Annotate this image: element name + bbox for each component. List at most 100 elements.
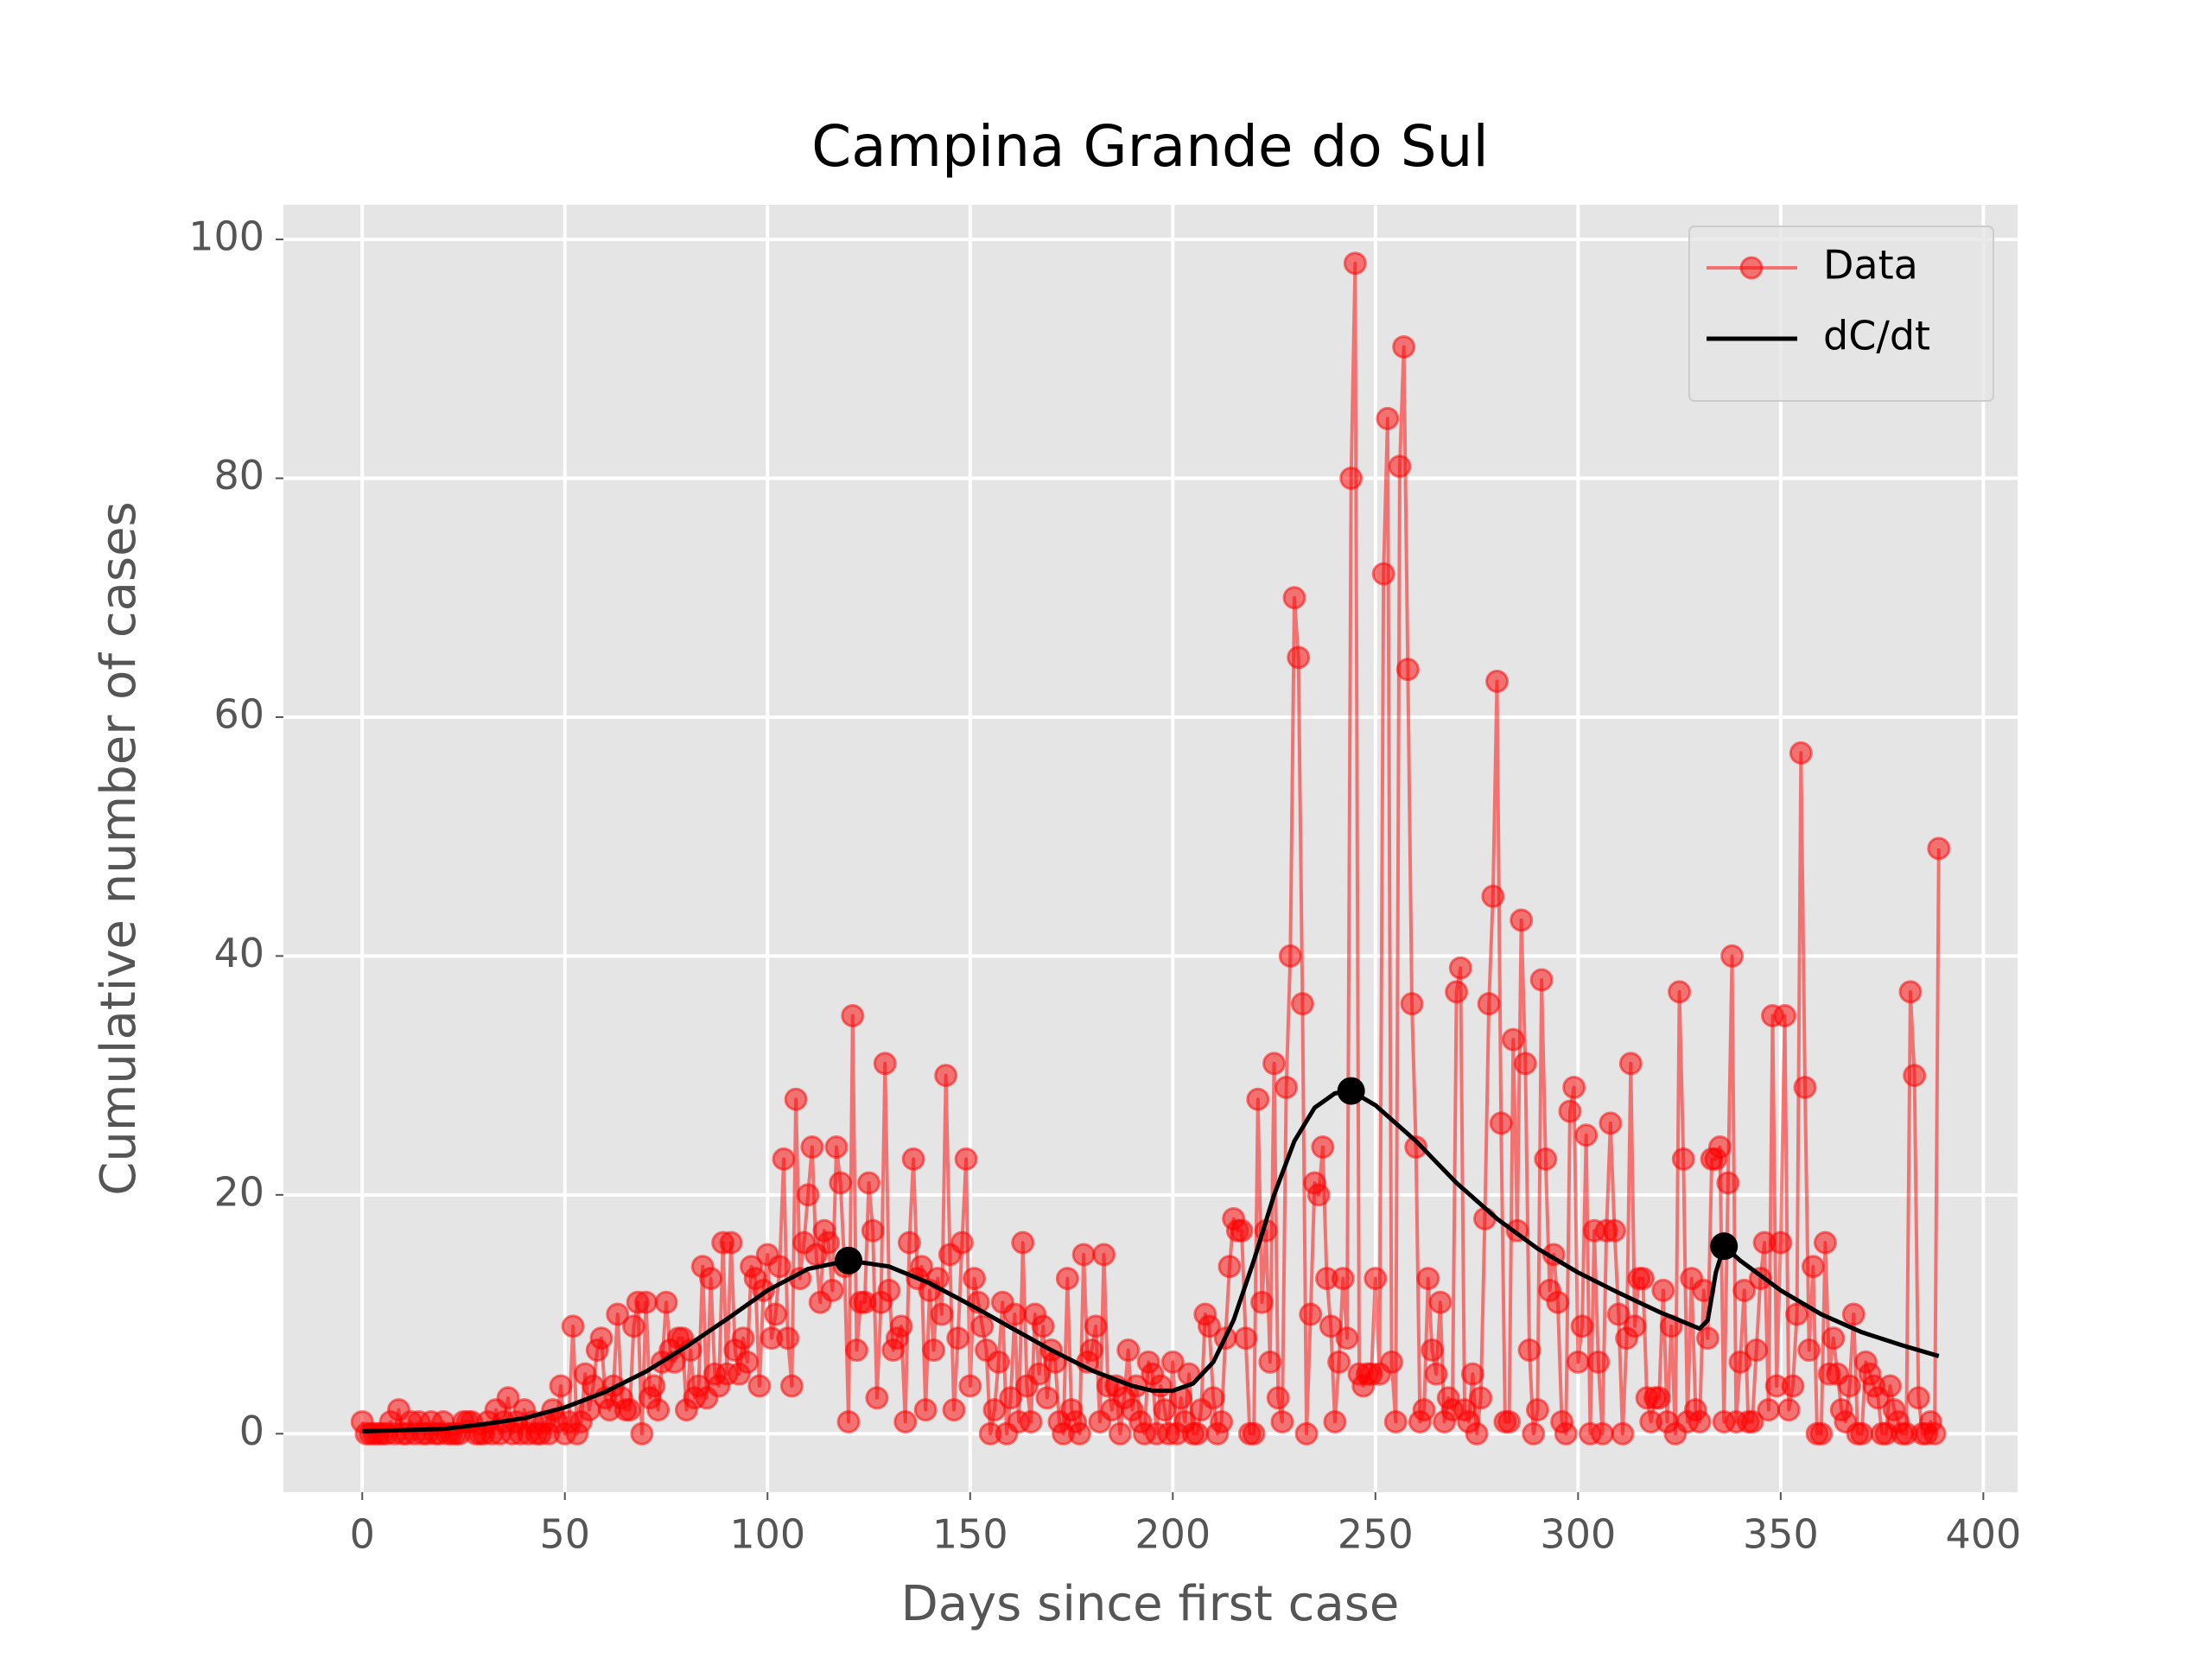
data-point (1067, 1421, 1091, 1446)
peak-point (1337, 1077, 1365, 1105)
data-point (1522, 1421, 1546, 1446)
data-point (1400, 992, 1424, 1016)
data-point (561, 1314, 585, 1338)
data-point (1630, 1267, 1655, 1291)
data-point (1720, 944, 1745, 968)
data-point (1586, 1350, 1611, 1374)
data-point (1477, 992, 1501, 1016)
data-point (861, 1218, 885, 1243)
data-point (1287, 645, 1311, 670)
data-point (796, 1183, 820, 1207)
data-point (1420, 1338, 1444, 1363)
data-point (1278, 944, 1302, 968)
data-point (1363, 1267, 1388, 1291)
x-tick-label: 400 (1945, 1511, 2021, 1558)
data-point (1002, 1302, 1027, 1326)
data-point (1383, 1409, 1408, 1433)
data-point (1270, 1409, 1294, 1433)
data-point (1481, 884, 1505, 908)
data-point (1707, 1135, 1732, 1160)
data-point (1079, 1338, 1103, 1363)
x-tick-label: 150 (932, 1511, 1008, 1558)
data-point (1249, 1290, 1274, 1314)
data-point (1590, 1421, 1614, 1446)
data-point (1376, 406, 1400, 430)
data-point (836, 1409, 861, 1433)
data-point (1445, 980, 1469, 1004)
data-point (1732, 1278, 1757, 1302)
data-point (1773, 1004, 1797, 1028)
x-tick-label: 100 (729, 1511, 805, 1558)
data-point (901, 1147, 925, 1171)
data-point (1599, 1111, 1623, 1135)
data-point (1789, 741, 1813, 765)
x-tick-label: 0 (350, 1511, 375, 1558)
data-point (1011, 1230, 1035, 1255)
data-point (1574, 1123, 1599, 1147)
data-point (772, 1147, 796, 1171)
data-point (1906, 1386, 1930, 1410)
data-point (1092, 1243, 1116, 1267)
data-point (1266, 1386, 1290, 1410)
legend: Data dC/dt (1688, 226, 1994, 402)
data-point (1898, 980, 1923, 1004)
data-point (1757, 1398, 1781, 1422)
data-point (1392, 334, 1416, 359)
data-point (946, 1326, 970, 1351)
data-point (1294, 1421, 1319, 1446)
data-point (630, 1421, 654, 1446)
data-point (829, 1171, 853, 1195)
data-point (1801, 1255, 1825, 1279)
data-point (1339, 467, 1363, 491)
data-point (824, 1135, 849, 1160)
data-point (893, 1409, 918, 1433)
data-point (1485, 669, 1510, 693)
data-point (1055, 1267, 1079, 1291)
data-point (909, 1255, 933, 1279)
data-point (958, 1374, 982, 1398)
data-point (1460, 1362, 1484, 1386)
data-point (841, 1004, 865, 1028)
data-point (642, 1374, 666, 1398)
data-point (897, 1230, 921, 1255)
data-point (873, 1052, 897, 1076)
data-point (1201, 1386, 1225, 1410)
peak-point (1710, 1232, 1738, 1261)
data-point (747, 1374, 772, 1398)
data-point (820, 1278, 844, 1302)
data-point (1148, 1374, 1173, 1398)
data-point (1465, 1421, 1489, 1446)
data-point (1388, 454, 1412, 479)
data-point (1688, 1409, 1712, 1433)
data-point (1809, 1421, 1834, 1446)
data-point (1246, 1087, 1270, 1111)
y-axis-label: Cumulative number of cases (91, 501, 147, 1195)
data-point (1306, 1183, 1331, 1207)
x-tick-label: 250 (1338, 1511, 1414, 1558)
data-point (962, 1267, 986, 1291)
data-point (1258, 1350, 1282, 1374)
x-tick-label: 350 (1743, 1511, 1819, 1558)
data-point (877, 1278, 901, 1302)
data-point (1562, 1075, 1586, 1099)
data-point (1108, 1421, 1132, 1446)
data-point (1019, 1409, 1043, 1433)
data-point (634, 1290, 658, 1314)
data-point (1558, 1099, 1582, 1123)
data-point (1323, 1409, 1347, 1433)
data-point (922, 1338, 946, 1363)
y-tick-label: 20 (213, 1168, 264, 1215)
data-point (699, 1267, 723, 1291)
data-point (1290, 992, 1314, 1016)
data-point (942, 1398, 966, 1422)
data-point (1850, 1421, 1874, 1446)
data-point (606, 1302, 630, 1326)
data-point (1668, 980, 1692, 1004)
data-point (1234, 1326, 1258, 1351)
data-point (844, 1338, 868, 1363)
data-point (950, 1230, 974, 1255)
data-point (1618, 1052, 1643, 1076)
data-point (1331, 1267, 1355, 1291)
data-point (735, 1350, 760, 1374)
data-point (646, 1398, 671, 1422)
